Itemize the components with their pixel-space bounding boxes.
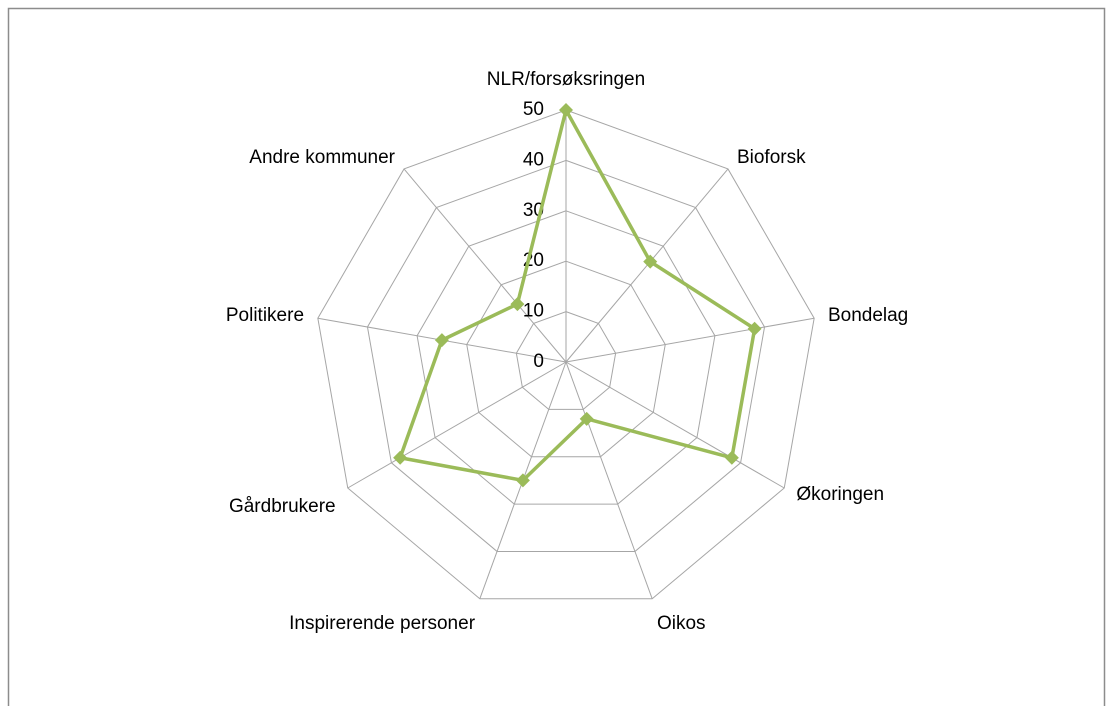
category-label: Bondelag bbox=[828, 305, 908, 326]
axis-spoke bbox=[565, 361, 653, 599]
grid-line bbox=[515, 311, 617, 410]
grid-line bbox=[366, 159, 766, 552]
grid-line bbox=[466, 260, 666, 458]
data-marker bbox=[515, 473, 530, 488]
r-tick-label: 50 bbox=[523, 99, 544, 120]
axis-spoke bbox=[565, 361, 785, 489]
category-label: Bioforsk bbox=[737, 147, 806, 168]
r-tick-label: 0 bbox=[533, 351, 544, 372]
data-marker bbox=[434, 333, 449, 348]
data-marker bbox=[510, 297, 525, 312]
data-marker bbox=[643, 254, 658, 269]
axis-spoke bbox=[403, 168, 567, 363]
category-label: Økoringen bbox=[796, 484, 884, 505]
category-label: NLR/forsøksringen bbox=[487, 69, 645, 90]
chart-frame bbox=[7, 7, 1106, 711]
category-label: Andre kommuner bbox=[249, 147, 395, 168]
series-line bbox=[398, 108, 757, 483]
axis-spoke bbox=[347, 361, 567, 489]
grid-line bbox=[416, 210, 716, 505]
axis-spoke bbox=[565, 317, 815, 363]
data-marker bbox=[724, 450, 739, 465]
category-label: Politikere bbox=[226, 305, 304, 326]
grid-line bbox=[317, 109, 815, 600]
axis-spoke bbox=[565, 168, 729, 363]
data-marker bbox=[747, 321, 762, 336]
category-label: Gårdbrukere bbox=[229, 496, 336, 517]
data-marker bbox=[393, 450, 408, 465]
data-marker bbox=[559, 103, 573, 117]
category-label: Oikos bbox=[657, 613, 706, 634]
r-tick-label: 40 bbox=[523, 149, 544, 170]
r-tick-label: 10 bbox=[523, 301, 544, 322]
data-marker bbox=[579, 411, 594, 426]
category-label: Inspirerende personer bbox=[289, 613, 476, 634]
